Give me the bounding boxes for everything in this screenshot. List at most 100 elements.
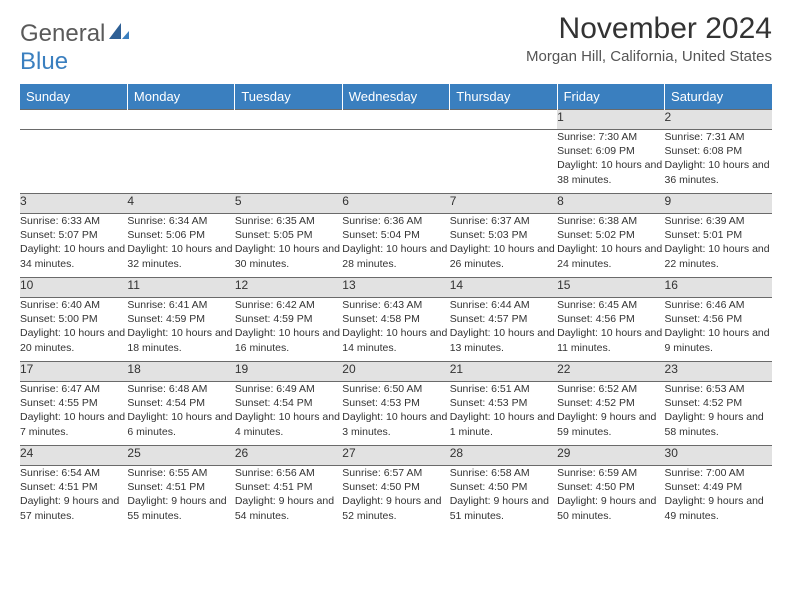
day-data-cell: Sunrise: 6:44 AMSunset: 4:57 PMDaylight:…: [450, 298, 557, 362]
daylight-text: Daylight: 10 hours and 26 minutes.: [450, 242, 557, 270]
day-data-row: Sunrise: 6:54 AMSunset: 4:51 PMDaylight:…: [20, 466, 772, 530]
day-number-cell: 9: [665, 194, 772, 214]
day-data-cell: Sunrise: 6:48 AMSunset: 4:54 PMDaylight:…: [127, 382, 234, 446]
day-data-cell: Sunrise: 7:30 AMSunset: 6:09 PMDaylight:…: [557, 130, 664, 194]
daylight-text: Daylight: 9 hours and 52 minutes.: [342, 494, 449, 522]
day-data-cell: Sunrise: 6:54 AMSunset: 4:51 PMDaylight:…: [20, 466, 127, 530]
day-number-row: 3456789: [20, 194, 772, 214]
sunset-text: Sunset: 4:50 PM: [450, 480, 557, 494]
day-data-cell: Sunrise: 6:42 AMSunset: 4:59 PMDaylight:…: [235, 298, 342, 362]
sunset-text: Sunset: 4:51 PM: [127, 480, 234, 494]
sunrise-text: Sunrise: 6:38 AM: [557, 214, 664, 228]
logo-sail-icon: [107, 28, 131, 45]
sunset-text: Sunset: 5:00 PM: [20, 312, 127, 326]
sunrise-text: Sunrise: 6:50 AM: [342, 382, 449, 396]
sunrise-text: Sunrise: 7:00 AM: [665, 466, 772, 480]
sunset-text: Sunset: 4:59 PM: [235, 312, 342, 326]
sunrise-text: Sunrise: 6:52 AM: [557, 382, 664, 396]
day-number-row: 10111213141516: [20, 278, 772, 298]
weekday-header: Thursday: [450, 84, 557, 110]
day-number-cell: [127, 110, 234, 130]
sunrise-text: Sunrise: 6:46 AM: [665, 298, 772, 312]
day-number-cell: 20: [342, 362, 449, 382]
daylight-text: Daylight: 10 hours and 7 minutes.: [20, 410, 127, 438]
sunrise-text: Sunrise: 6:41 AM: [127, 298, 234, 312]
sunrise-text: Sunrise: 6:55 AM: [127, 466, 234, 480]
sunset-text: Sunset: 6:09 PM: [557, 144, 664, 158]
daylight-text: Daylight: 9 hours and 51 minutes.: [450, 494, 557, 522]
weekday-header: Monday: [127, 84, 234, 110]
day-data-cell: Sunrise: 6:47 AMSunset: 4:55 PMDaylight:…: [20, 382, 127, 446]
daylight-text: Daylight: 9 hours and 49 minutes.: [665, 494, 772, 522]
sunset-text: Sunset: 4:54 PM: [235, 396, 342, 410]
daylight-text: Daylight: 9 hours and 55 minutes.: [127, 494, 234, 522]
sunset-text: Sunset: 4:59 PM: [127, 312, 234, 326]
day-number-cell: 10: [20, 278, 127, 298]
daylight-text: Daylight: 10 hours and 4 minutes.: [235, 410, 342, 438]
day-number-cell: 7: [450, 194, 557, 214]
sunset-text: Sunset: 4:53 PM: [450, 396, 557, 410]
day-data-cell: [235, 130, 342, 194]
day-data-cell: Sunrise: 6:40 AMSunset: 5:00 PMDaylight:…: [20, 298, 127, 362]
sunset-text: Sunset: 4:53 PM: [342, 396, 449, 410]
daylight-text: Daylight: 10 hours and 30 minutes.: [235, 242, 342, 270]
sunset-text: Sunset: 4:50 PM: [557, 480, 664, 494]
daylight-text: Daylight: 10 hours and 9 minutes.: [665, 326, 772, 354]
sunrise-text: Sunrise: 6:44 AM: [450, 298, 557, 312]
daylight-text: Daylight: 9 hours and 59 minutes.: [557, 410, 664, 438]
calendar-body: 12 Sunrise: 7:30 AMSunset: 6:09 PMDaylig…: [20, 110, 772, 530]
day-data-cell: Sunrise: 7:31 AMSunset: 6:08 PMDaylight:…: [665, 130, 772, 194]
day-data-cell: Sunrise: 6:56 AMSunset: 4:51 PMDaylight:…: [235, 466, 342, 530]
daylight-text: Daylight: 9 hours and 57 minutes.: [20, 494, 127, 522]
sunset-text: Sunset: 5:07 PM: [20, 228, 127, 242]
sunset-text: Sunset: 5:05 PM: [235, 228, 342, 242]
day-data-cell: Sunrise: 6:43 AMSunset: 4:58 PMDaylight:…: [342, 298, 449, 362]
sunrise-text: Sunrise: 6:59 AM: [557, 466, 664, 480]
sunrise-text: Sunrise: 6:45 AM: [557, 298, 664, 312]
day-data-cell: Sunrise: 6:34 AMSunset: 5:06 PMDaylight:…: [127, 214, 234, 278]
day-data-cell: Sunrise: 7:00 AMSunset: 4:49 PMDaylight:…: [665, 466, 772, 530]
daylight-text: Daylight: 10 hours and 28 minutes.: [342, 242, 449, 270]
sunrise-text: Sunrise: 6:40 AM: [20, 298, 127, 312]
day-data-cell: Sunrise: 6:50 AMSunset: 4:53 PMDaylight:…: [342, 382, 449, 446]
logo-text: General Blue: [20, 20, 131, 76]
day-number-cell: 24: [20, 446, 127, 466]
day-data-cell: [450, 130, 557, 194]
daylight-text: Daylight: 9 hours and 58 minutes.: [665, 410, 772, 438]
daylight-text: Daylight: 10 hours and 18 minutes.: [127, 326, 234, 354]
day-number-cell: 4: [127, 194, 234, 214]
weekday-header: Wednesday: [342, 84, 449, 110]
day-number-cell: 29: [557, 446, 664, 466]
day-data-cell: Sunrise: 6:57 AMSunset: 4:50 PMDaylight:…: [342, 466, 449, 530]
daylight-text: Daylight: 10 hours and 22 minutes.: [665, 242, 772, 270]
day-data-cell: Sunrise: 6:49 AMSunset: 4:54 PMDaylight:…: [235, 382, 342, 446]
day-data-cell: [342, 130, 449, 194]
daylight-text: Daylight: 10 hours and 13 minutes.: [450, 326, 557, 354]
day-data-row: Sunrise: 6:47 AMSunset: 4:55 PMDaylight:…: [20, 382, 772, 446]
day-data-cell: Sunrise: 6:52 AMSunset: 4:52 PMDaylight:…: [557, 382, 664, 446]
calendar-header-row: SundayMondayTuesdayWednesdayThursdayFrid…: [20, 84, 772, 110]
sunrise-text: Sunrise: 6:35 AM: [235, 214, 342, 228]
day-number-cell: 16: [665, 278, 772, 298]
day-data-cell: [20, 130, 127, 194]
sunrise-text: Sunrise: 6:47 AM: [20, 382, 127, 396]
sunset-text: Sunset: 4:56 PM: [665, 312, 772, 326]
day-number-cell: 30: [665, 446, 772, 466]
day-data-row: Sunrise: 6:33 AMSunset: 5:07 PMDaylight:…: [20, 214, 772, 278]
daylight-text: Daylight: 10 hours and 34 minutes.: [20, 242, 127, 270]
daylight-text: Daylight: 10 hours and 14 minutes.: [342, 326, 449, 354]
day-number-cell: 14: [450, 278, 557, 298]
sunset-text: Sunset: 4:54 PM: [127, 396, 234, 410]
day-number-cell: 21: [450, 362, 557, 382]
page-title: November 2024: [526, 12, 772, 46]
day-data-cell: Sunrise: 6:39 AMSunset: 5:01 PMDaylight:…: [665, 214, 772, 278]
sunrise-text: Sunrise: 6:57 AM: [342, 466, 449, 480]
daylight-text: Daylight: 10 hours and 1 minute.: [450, 410, 557, 438]
day-data-cell: Sunrise: 6:38 AMSunset: 5:02 PMDaylight:…: [557, 214, 664, 278]
sunrise-text: Sunrise: 6:56 AM: [235, 466, 342, 480]
day-number-cell: 22: [557, 362, 664, 382]
day-number-cell: 6: [342, 194, 449, 214]
day-number-cell: [20, 110, 127, 130]
sunset-text: Sunset: 4:58 PM: [342, 312, 449, 326]
daylight-text: Daylight: 9 hours and 54 minutes.: [235, 494, 342, 522]
